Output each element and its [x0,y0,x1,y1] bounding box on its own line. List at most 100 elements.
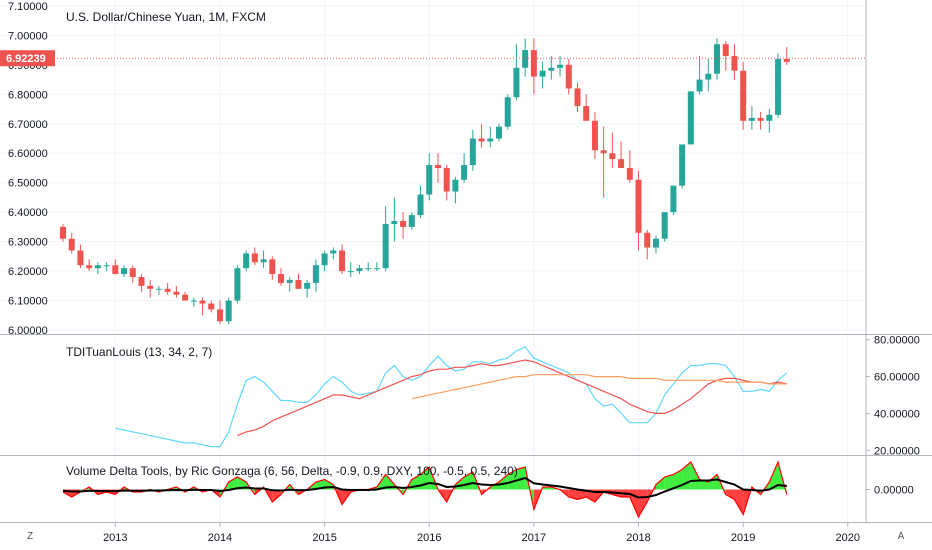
candle [469,129,476,171]
candle [696,55,703,95]
candle-body [609,153,616,160]
delta-area [272,489,281,502]
candle [417,185,424,219]
candle-body [173,291,180,295]
candle [679,144,686,189]
current-price-label: 6.92239 [6,53,46,65]
time-tick-label: 2016 [417,532,441,544]
candle-body [591,120,598,151]
candle-body [68,238,75,251]
candle-body [408,215,415,227]
delta-signal-line [62,476,787,499]
price-tick-label: 6.10000 [8,296,48,308]
price-tick-label: 7.00000 [8,30,48,42]
volume-delta-pane[interactable] [62,460,788,519]
candle [155,285,162,295]
candle-body [478,138,485,142]
delta-area [577,489,587,500]
candle [339,244,346,275]
candle-body [208,303,215,310]
delta-area [725,489,735,500]
candle [504,94,511,130]
candle-body [269,259,276,275]
candle-body [304,282,311,289]
candle [60,223,66,242]
candle-body [766,114,773,121]
price-pane[interactable] [0,38,866,325]
candle [522,38,529,77]
auto-scale-button[interactable]: A [897,531,905,542]
candle [434,153,441,183]
candle-body [234,268,241,301]
candle [618,141,625,168]
candle-body [347,271,354,273]
candle [513,44,520,101]
candle-body [373,268,380,270]
candle [557,55,564,77]
candle-body [469,138,476,166]
candle [740,61,747,130]
tdi-tick-label: 20.00000 [874,445,920,457]
candle-body [557,64,564,68]
price-tick-label: 6.60000 [8,148,48,160]
tdi-signal-line [411,374,787,400]
candle [644,229,651,260]
price-tick-label: 6.30000 [8,237,48,249]
delta-area [708,474,717,490]
price-tick-label: 7.10000 [8,1,48,13]
candle [748,106,755,130]
price-tick-label: 6.20000 [8,266,48,278]
candle-body [740,70,747,121]
candle-body [129,268,136,278]
candle [77,244,84,269]
candle [530,38,537,95]
delta-area [673,469,683,490]
candle-body [600,150,607,154]
candle-body [426,165,433,195]
candle [766,109,773,133]
candle [626,150,633,183]
candle [68,232,75,254]
candle-body [661,212,668,239]
candle-body [382,223,389,269]
tdi-title: TDITuanLouis (13, 34, 2, 7) [66,345,212,359]
candle-body [121,268,128,275]
candle [487,126,494,148]
candle-body [190,300,197,302]
candle-body [60,226,66,239]
candle [173,285,180,298]
tdi-tick-label: 60.00000 [874,372,920,384]
candle [330,247,337,260]
grid-lines [0,0,866,522]
candle-body [94,265,101,269]
candle [295,274,302,289]
candle-body [365,268,372,270]
candle [129,265,136,283]
candle-body [522,50,529,68]
zoom-reset-button[interactable]: Z [26,531,34,542]
candle-body [182,294,189,301]
candle-body [112,265,119,275]
candle-body [77,250,84,266]
candle-body [225,300,232,322]
candle [408,212,415,230]
candle [583,94,590,121]
candle [382,206,389,272]
candle-body [626,167,633,180]
candle-body [330,250,337,254]
candle-body [705,73,712,80]
vdt-tick-label: 0.00000 [874,485,914,497]
candle [260,250,267,269]
candle [461,153,468,183]
candle-body [251,253,258,263]
delta-area [734,489,744,515]
candle-body [260,259,267,263]
candle-body [278,274,284,283]
candle-body [155,288,162,290]
candle-body [391,221,398,224]
tdi-pane[interactable] [115,346,788,448]
candle-body [487,138,494,142]
candle [478,123,485,148]
